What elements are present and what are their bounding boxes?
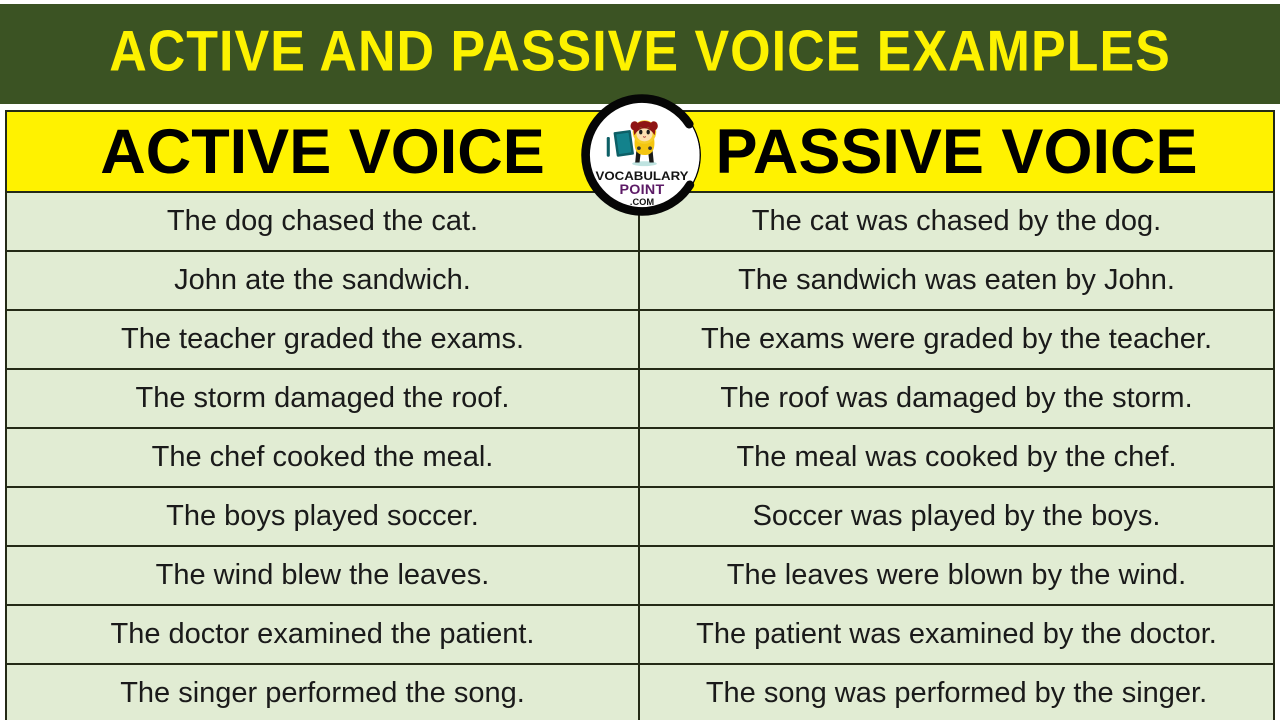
svg-text:.COM: .COM (630, 197, 655, 207)
svg-text:POINT: POINT (619, 182, 664, 198)
svg-text:VOCABULARY: VOCABULARY (596, 170, 689, 183)
